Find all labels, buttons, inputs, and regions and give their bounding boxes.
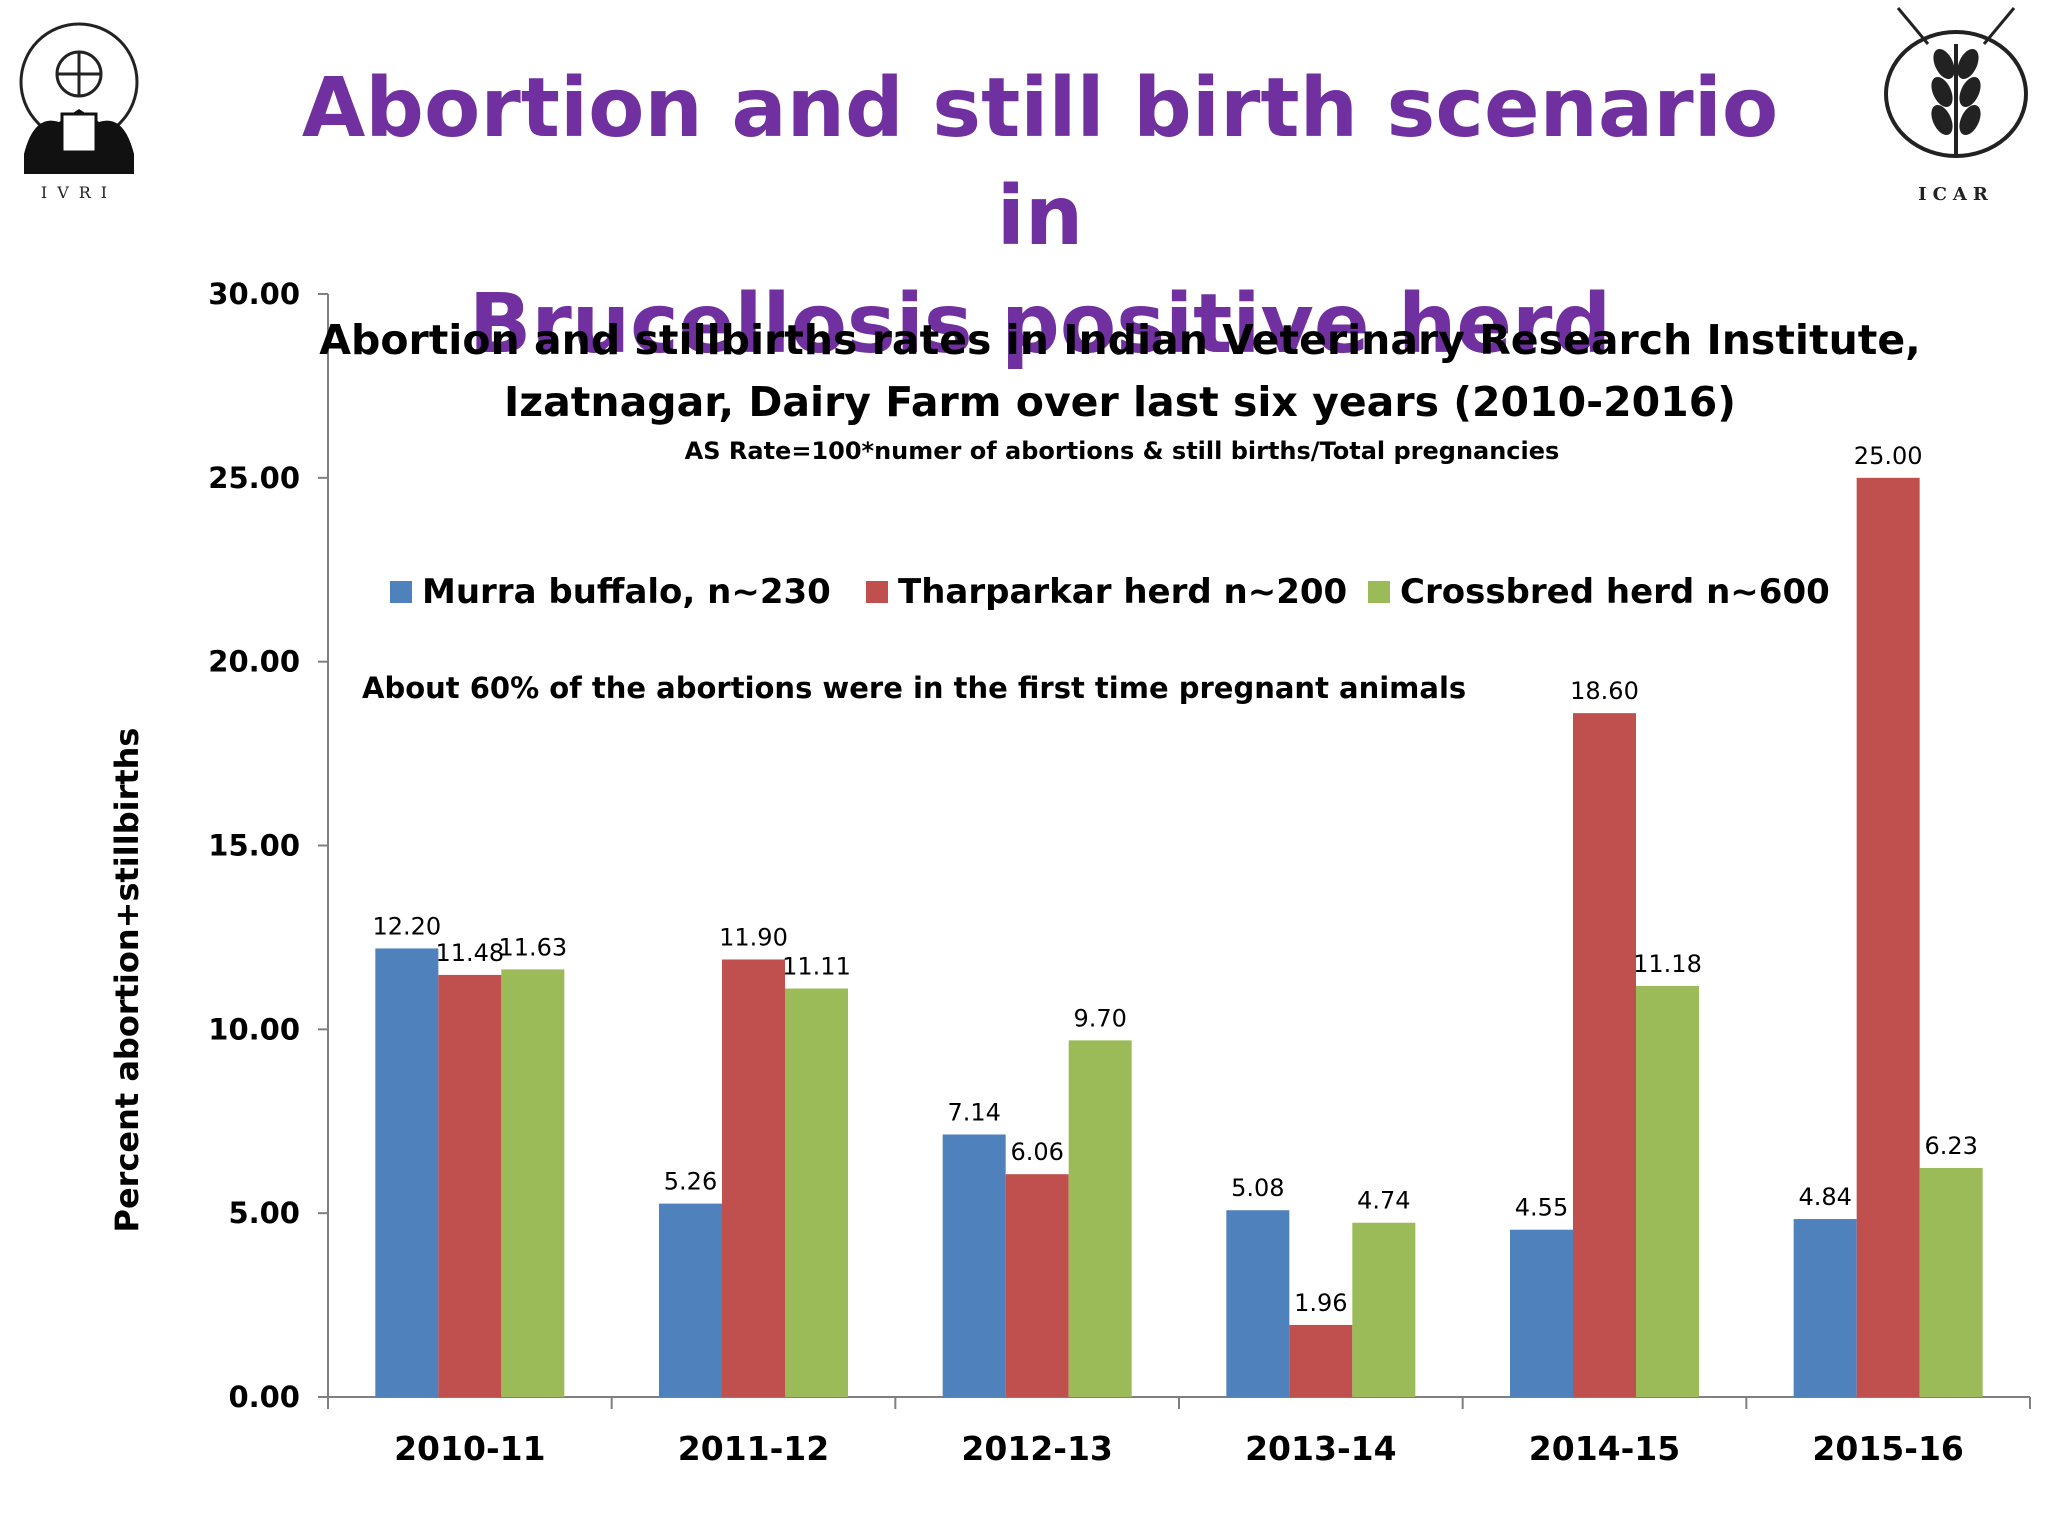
- chart-annotation: About 60% of the abortions were in the f…: [362, 671, 1466, 705]
- legend-label: Murra buffalo, n~230: [422, 572, 831, 612]
- chart-title-line-2: Izatnagar, Dairy Farm over last six year…: [504, 378, 1736, 426]
- bars: [375, 477, 1983, 1397]
- data-label: 18.60: [1570, 677, 1639, 705]
- slide-title: Abortion and still birth scenario in Bru…: [300, 55, 1780, 379]
- data-label: 5.08: [1231, 1174, 1284, 1202]
- legend-swatch: [866, 581, 888, 603]
- data-label: 11.63: [498, 933, 567, 961]
- ivri-logo-text: IVRI: [41, 183, 117, 202]
- bar: [501, 969, 565, 1397]
- y-tick-label: 25.00: [208, 461, 300, 495]
- bar: [1289, 1324, 1353, 1397]
- data-label: 11.90: [719, 923, 788, 951]
- bar: [1856, 477, 1920, 1397]
- icar-logo: ICAR: [1884, 7, 2028, 204]
- data-label: 5.26: [664, 1168, 717, 1196]
- y-axis-title: Percent abortion+stillbirths: [108, 728, 146, 1233]
- x-tick-label: 2011-12: [678, 1429, 829, 1468]
- slide-title-line-2: Brucellosis positive herd: [468, 277, 1612, 372]
- legend: Murra buffalo, n~230 Tharparkar herd n~20…: [390, 572, 1830, 612]
- x-tick-label: 2010-11: [394, 1429, 545, 1468]
- data-label: 4.84: [1798, 1183, 1851, 1211]
- legend-label: Tharparkar herd n~200: [898, 572, 1347, 612]
- data-label: 25.00: [1854, 442, 1923, 470]
- icar-logo-text: ICAR: [1918, 184, 1994, 204]
- data-label: 9.70: [1073, 1004, 1126, 1032]
- chart-subtitle: AS Rate=100*numer of abortions & still b…: [685, 437, 1560, 465]
- bar: [785, 988, 848, 1397]
- bar: [722, 959, 785, 1397]
- y-tick-label: 10.00: [208, 1012, 300, 1046]
- bar: [1573, 713, 1636, 1397]
- data-label: 12.20: [372, 912, 441, 940]
- bar: [659, 1203, 722, 1397]
- bar: [1919, 1167, 1983, 1397]
- legend-swatch: [390, 581, 412, 603]
- chart-title-line-1: Abortion and stillbirths rates in Indian…: [319, 316, 1921, 364]
- legend-swatch: [1368, 581, 1390, 603]
- ivri-logo: IVRI: [19, 22, 139, 202]
- bar: [1226, 1210, 1290, 1397]
- x-axis: 2010-11 2011-12 2012-13 2013-14 2014-15 2015-…: [327, 1396, 2031, 1468]
- y-tick-label: 15.00: [208, 829, 300, 863]
- bar: [1352, 1222, 1416, 1397]
- data-label: 1.96: [1294, 1289, 1347, 1317]
- y-axis: 0.00 5.00 10.00 15.00 20.00 25.00 30.00: [208, 277, 329, 1414]
- data-labels: 12.20 5.26 7.14 5.08 4.55 4.84 11.48 11.90 6.06 1…: [372, 442, 1977, 1317]
- bar: [1636, 985, 1699, 1397]
- bar: [1510, 1229, 1573, 1397]
- bar: [1005, 1174, 1069, 1397]
- y-tick-label: 30.00: [208, 277, 300, 311]
- legend-label: Crossbred herd n~600: [1400, 572, 1830, 612]
- data-label: 4.74: [1357, 1187, 1410, 1215]
- data-label: 11.18: [1633, 950, 1702, 978]
- bar: [1068, 1040, 1132, 1397]
- x-tick-label: 2015-16: [1812, 1429, 1963, 1468]
- x-tick-label: 2013-14: [1245, 1429, 1396, 1468]
- data-label: 7.14: [947, 1098, 1000, 1126]
- x-tick-label: 2012-13: [961, 1429, 1112, 1468]
- y-tick-label: 0.00: [228, 1380, 300, 1414]
- y-tick-label: 20.00: [208, 645, 300, 679]
- bar: [1793, 1219, 1857, 1397]
- bar: [438, 974, 502, 1397]
- data-label: 11.48: [435, 939, 504, 967]
- data-label: 11.11: [782, 953, 851, 981]
- data-label: 6.06: [1010, 1138, 1063, 1166]
- data-label: 6.23: [1924, 1132, 1977, 1160]
- bar: [942, 1134, 1006, 1397]
- y-tick-label: 5.00: [228, 1196, 300, 1230]
- slide-title-line-1: Abortion and still birth scenario in: [301, 61, 1779, 264]
- bar: [375, 948, 439, 1397]
- data-label: 4.55: [1515, 1194, 1568, 1222]
- x-tick-label: 2014-15: [1529, 1429, 1680, 1468]
